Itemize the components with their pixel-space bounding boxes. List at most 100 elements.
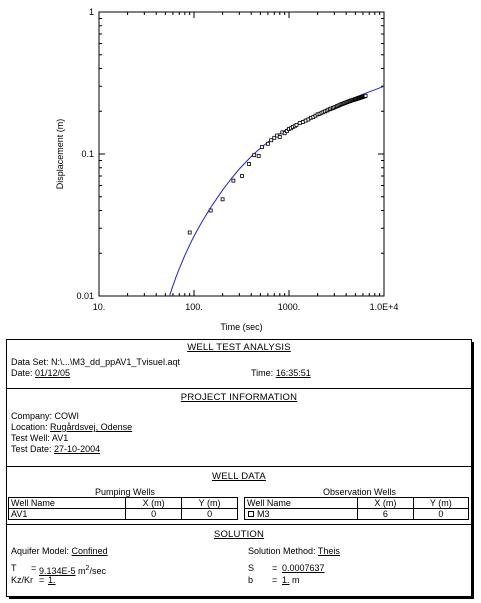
data-point (252, 153, 257, 158)
table-header-row: Well Name X (m) Y (m) (244, 497, 470, 509)
data-point (363, 93, 368, 98)
observation-well-y: 0 (412, 508, 470, 520)
test-date-row: Test Date: 27-10-2004 (7, 444, 471, 455)
theis-curve-line (168, 85, 384, 296)
observation-well-name: M3 (257, 509, 270, 519)
report-shadow (9, 596, 474, 599)
data-set-value: N:\...\M3_dd_ppAV1_Tvisuel.aqt (51, 357, 180, 367)
data-point (220, 197, 225, 202)
col-x: X (m) (357, 497, 414, 509)
company-row: Company: COWI (7, 411, 471, 422)
col-well-name: Well Name (244, 497, 358, 509)
t-unit-exp: 2 (85, 565, 90, 572)
t-s-row: T = 9.134E-5 m2/sec S = 0.0007637 (7, 562, 471, 577)
pumping-wells-table: Well Name X (m) Y (m) AV1 0 0 (8, 497, 238, 520)
y-tick-label: 0.01 (76, 291, 94, 301)
b-field: 1. m (282, 575, 300, 586)
location-row: Location: Rugårdsvej, Odense (7, 422, 471, 433)
col-y: Y (m) (412, 497, 470, 509)
section-title: WELL TEST ANALYSIS (187, 342, 291, 353)
data-point (297, 121, 302, 125)
pumping-wells-caption: Pumping Wells (95, 487, 155, 497)
company-label: Company: (11, 411, 53, 421)
date-row: Date: 01/12/05 Time: 16:35:51 (7, 368, 471, 379)
t-field: 9.134E-5 m2/sec (39, 563, 106, 577)
b-unit: m (292, 575, 300, 585)
col-well-name: Well Name (8, 497, 126, 509)
location-value: Rugårdsvej, Odense (50, 422, 133, 432)
method-field: Solution Method: Theis (248, 546, 340, 557)
pumping-well-x: 0 (124, 508, 183, 520)
data-point (294, 123, 299, 127)
square-marker-icon (248, 511, 254, 518)
table-row: M3 6 0 (244, 508, 470, 520)
company-value: COWI (54, 411, 80, 421)
data-point (256, 153, 261, 158)
data-point (240, 174, 244, 178)
well-test-report: WELL TEST ANALYSIS Data Set: N:\...\M3_d… (6, 339, 472, 597)
project-section: PROJECT INFORMATION Company: COWI Locati… (7, 389, 471, 467)
method-value: Theis (317, 546, 340, 556)
time-value: 16:35:51 (275, 368, 311, 378)
pumping-well-name: AV1 (8, 508, 126, 520)
y-tick-label: 0.1 (81, 149, 94, 159)
plot-frame (98, 11, 385, 297)
data-point (187, 230, 192, 235)
test-well-label: Test Well: (11, 433, 50, 443)
aquifer-value: Confined (71, 546, 108, 556)
method-label: Solution Method: (248, 546, 316, 556)
chart: 10. 100. 1000. 1.0E+4 0.01 0.1 1 Time (sec) Disp… (55, 7, 399, 332)
t-label: T (11, 563, 17, 573)
kz-eq: = (39, 575, 45, 585)
b-value: 1. (282, 575, 290, 585)
model-row: Aquifer Model: Confined Solution Method:… (7, 546, 471, 562)
test-date-value: 27-10-2004 (54, 444, 101, 454)
test-well-value: AV1 (51, 433, 69, 443)
data-point (269, 138, 274, 143)
data-set-label: Data Set: (11, 357, 49, 367)
test-date-label: Test Date: (11, 444, 52, 454)
col-y: Y (m) (181, 497, 238, 509)
section-title: PROJECT INFORMATION (180, 392, 298, 403)
table-row: AV1 0 0 (8, 508, 238, 520)
data-point (208, 208, 213, 213)
observation-wells-caption: Observation Wells (323, 487, 396, 497)
s-label: S (248, 563, 255, 573)
kz-value: 1. (48, 575, 56, 585)
x-tick-label: 1.0E+4 (370, 302, 399, 312)
y-axis-label: Displacement (m) (55, 119, 65, 190)
t-eq: = (31, 563, 37, 573)
data-point (284, 129, 289, 134)
x-tick-label: 10. (93, 302, 106, 312)
s-eq: = (272, 563, 278, 573)
x-axis-label: Time (sec) (220, 322, 262, 332)
time-label: Time: (251, 368, 274, 378)
data-point (231, 178, 236, 183)
s-value: 0.0007637 (282, 563, 325, 573)
observation-well-x: 6 (357, 508, 414, 520)
aquifer-label: Aquifer Model: (11, 546, 70, 556)
report-shadow (471, 342, 474, 598)
data-point (272, 135, 277, 140)
data-point (265, 141, 270, 146)
data-point (260, 145, 264, 149)
data-point (277, 134, 282, 139)
data-point (282, 131, 287, 136)
t-unit-tail: /sec (89, 566, 106, 576)
table-header-row: Well Name X (m) Y (m) (8, 497, 238, 509)
observation-well-cell: M3 (244, 508, 358, 520)
x-tick-label: 100. (185, 302, 203, 312)
time-field: Time: 16:35:51 (251, 368, 311, 379)
b-label: b (248, 575, 254, 585)
t-unit-base: m (78, 566, 86, 576)
section-title: SOLUTION (213, 529, 265, 540)
b-eq: = (272, 575, 278, 585)
pumping-well-y: 0 (181, 508, 238, 520)
analysis-section: WELL TEST ANALYSIS Data Set: N:\...\M3_d… (7, 340, 471, 389)
kz-label: Kz/Kr (11, 575, 34, 585)
section-title: WELL DATA (212, 471, 266, 482)
well-data-section: WELL DATA Pumping Wells Observation Well… (7, 467, 471, 525)
solution-section: SOLUTION Aquifer Model: Confined Solutio… (7, 525, 471, 596)
y-tick-label: 1 (89, 7, 94, 17)
date-value: 01/12/05 (35, 368, 71, 378)
